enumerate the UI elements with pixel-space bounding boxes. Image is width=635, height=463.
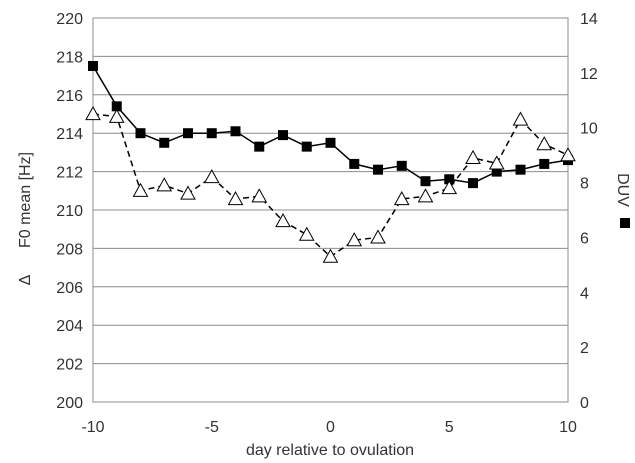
y2-tick-label: 0 bbox=[580, 395, 589, 412]
data-point bbox=[515, 164, 526, 175]
data-point bbox=[227, 190, 244, 206]
data-point bbox=[132, 182, 149, 197]
y-tick-label: 220 bbox=[56, 11, 83, 28]
y-tick-label: 214 bbox=[56, 126, 83, 143]
y-tick-label: 212 bbox=[56, 165, 83, 182]
x-tick-label: 0 bbox=[326, 419, 335, 436]
data-point bbox=[417, 188, 434, 203]
data-point bbox=[230, 126, 241, 137]
data-point bbox=[539, 158, 550, 169]
data-point bbox=[298, 226, 315, 241]
data-point bbox=[278, 130, 288, 141]
y-axis-label-prefix: Δ bbox=[17, 274, 34, 285]
data-point bbox=[420, 176, 431, 187]
data-point bbox=[108, 108, 125, 123]
data-point bbox=[206, 128, 217, 139]
data-point bbox=[254, 141, 265, 152]
y2-tick-label: 12 bbox=[580, 66, 598, 83]
data-point bbox=[512, 111, 529, 126]
data-point bbox=[85, 105, 101, 121]
data-point bbox=[203, 169, 220, 184]
y2-tick-label: 6 bbox=[580, 230, 589, 247]
data-point bbox=[373, 164, 383, 175]
data-point bbox=[275, 212, 291, 228]
data-point bbox=[536, 136, 553, 151]
data-point bbox=[349, 158, 360, 169]
x-tick-label: -10 bbox=[81, 419, 104, 436]
y-tick-label: 202 bbox=[56, 357, 83, 374]
data-point bbox=[325, 137, 336, 148]
data-point bbox=[396, 160, 407, 171]
data-point bbox=[180, 185, 196, 200]
data-point bbox=[322, 248, 339, 263]
data-point bbox=[346, 232, 363, 247]
y-tick-label: 208 bbox=[56, 241, 83, 258]
data-point bbox=[444, 174, 455, 185]
data-point bbox=[88, 61, 98, 71]
y2-axis-title: DUV bbox=[614, 173, 631, 228]
y2-tick-labels: 0 2 4 6 8 10 12 14 bbox=[580, 11, 598, 412]
data-point bbox=[135, 128, 146, 139]
data-point bbox=[393, 190, 410, 206]
data-point bbox=[441, 180, 458, 195]
x-tick-labels: -10 -5 0 5 10 bbox=[81, 419, 577, 436]
data-point bbox=[491, 166, 502, 177]
data-point bbox=[560, 147, 576, 162]
data-point bbox=[111, 101, 122, 112]
y-tick-label: 210 bbox=[56, 203, 83, 220]
y2-axis-label: DUV bbox=[614, 173, 631, 207]
y2-tick-label: 4 bbox=[580, 285, 589, 302]
series bbox=[85, 61, 576, 263]
y-tick-label: 204 bbox=[56, 318, 83, 335]
y2-tick-label: 8 bbox=[580, 176, 589, 193]
data-point bbox=[301, 141, 312, 152]
data-point bbox=[156, 177, 173, 192]
x-tick-label: 10 bbox=[559, 419, 577, 436]
data-point bbox=[488, 155, 505, 170]
data-point bbox=[183, 128, 193, 139]
y2-tick-label: 2 bbox=[580, 340, 589, 357]
data-point bbox=[465, 149, 481, 164]
y-tick-label: 206 bbox=[56, 280, 83, 297]
y-axis-label: F0 mean [Hz] bbox=[17, 152, 34, 248]
y-tick-label: 200 bbox=[56, 395, 83, 412]
y2-tick-label: 10 bbox=[580, 121, 598, 138]
y-tick-labels: 200 202 204 206 208 210 212 214 216 218 220 bbox=[56, 11, 83, 412]
x-axis-label: day relative to ovulation bbox=[246, 442, 414, 459]
y2-tick-label: 14 bbox=[580, 11, 598, 28]
data-point bbox=[370, 229, 386, 244]
plot-frame bbox=[92, 17, 569, 403]
gridlines bbox=[93, 17, 568, 403]
data-point bbox=[159, 137, 170, 148]
y-axis-title: Δ F0 mean [Hz] bbox=[17, 152, 34, 285]
y2-legend-square-icon bbox=[620, 218, 630, 228]
y-tick-label: 218 bbox=[56, 49, 83, 66]
y-tick-label: 216 bbox=[56, 88, 83, 105]
data-point bbox=[468, 178, 478, 189]
data-point bbox=[251, 188, 268, 203]
x-tick-label: 5 bbox=[445, 419, 454, 436]
x-tick-label: -5 bbox=[205, 419, 219, 436]
